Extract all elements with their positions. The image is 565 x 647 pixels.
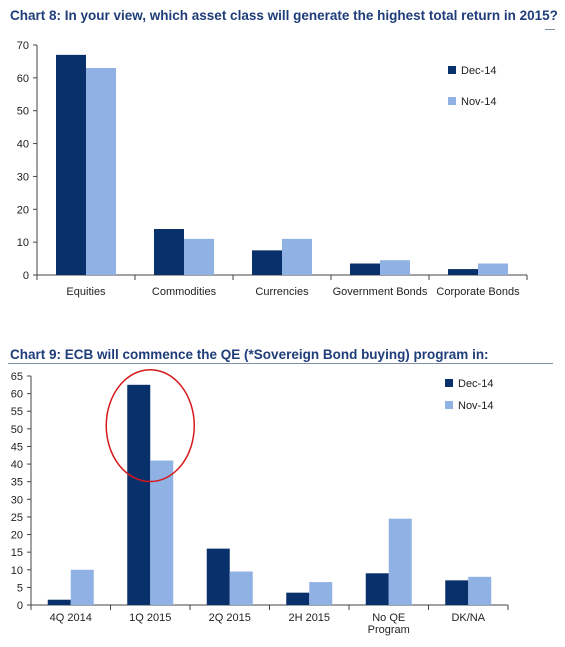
bar-dec-14 <box>206 548 230 605</box>
bar-dec-14 <box>448 269 478 275</box>
bar-nov-14 <box>282 238 312 275</box>
title-rule <box>545 29 555 30</box>
bar-nov-14 <box>86 68 116 275</box>
bar-nov-14 <box>478 263 508 275</box>
legend-swatch <box>448 66 456 74</box>
y-tick-label: 30 <box>17 171 29 183</box>
y-tick-label: 15 <box>11 547 23 559</box>
y-tick-label: 50 <box>17 106 29 118</box>
y-tick-label: 20 <box>17 204 29 216</box>
legend-label: Dec-14 <box>461 65 496 77</box>
legend-swatch <box>445 379 453 387</box>
x-tick-label: Corporate Bonds <box>436 286 520 298</box>
bar-dec-14 <box>252 250 282 275</box>
bar-nov-14 <box>150 460 174 605</box>
x-tick-label: 2Q 2015 <box>209 612 251 624</box>
y-tick-label: 0 <box>17 600 23 612</box>
y-tick-label: 10 <box>11 565 23 577</box>
legend-label: Nov-14 <box>458 400 493 412</box>
bar-nov-14 <box>229 571 253 605</box>
bar-nov-14 <box>309 582 333 605</box>
y-tick-label: 65 <box>11 371 23 383</box>
x-tick-label: 1Q 2015 <box>129 612 171 624</box>
highlight-ellipse <box>105 369 195 483</box>
chart-title: Chart 9: ECB will commence the QE (*Sove… <box>10 347 489 362</box>
y-tick-label: 10 <box>17 237 29 249</box>
bar-dec-14 <box>286 592 310 605</box>
bar-dec-14 <box>445 580 469 605</box>
bar-chart: 0 10 20 30 40 50 60 70 Equities Commodities Curren… <box>17 40 528 298</box>
y-tick-label: 50 <box>11 424 23 436</box>
legend-label: Nov-14 <box>461 96 496 108</box>
bar-dec-14 <box>365 573 389 605</box>
chart-8: Chart 8: In your view, which asset class… <box>0 0 565 320</box>
bar-nov-14 <box>380 260 410 275</box>
x-tick-label: Program <box>368 624 410 636</box>
x-tick-label: 2H 2015 <box>288 612 330 624</box>
y-tick-label: 70 <box>17 40 29 52</box>
bar-dec-14 <box>56 54 86 275</box>
y-tick-label: 60 <box>11 389 23 401</box>
bar-nov-14 <box>70 569 94 605</box>
y-tick-label: 40 <box>17 139 29 151</box>
chart-title: Chart 8: In your view, which asset class… <box>10 8 558 23</box>
x-tick-label: Currencies <box>255 286 309 298</box>
x-tick-label: DK/NA <box>451 612 485 624</box>
bar-dec-14 <box>350 263 380 275</box>
legend-swatch <box>445 401 453 409</box>
x-tick-label: Government Bonds <box>333 286 428 298</box>
bar-nov-14 <box>184 238 214 275</box>
y-tick-label: 45 <box>11 441 23 453</box>
x-tick-label: No QE <box>372 612 405 624</box>
bar-dec-14 <box>154 229 184 275</box>
bar-dec-14 <box>47 599 71 605</box>
x-tick-label: Equities <box>66 286 106 298</box>
chart-9: Chart 9: ECB will commence the QE (*Sove… <box>0 343 565 647</box>
bar-nov-14 <box>468 576 492 605</box>
x-tick-label: Commodities <box>152 286 217 298</box>
legend-label: Dec-14 <box>458 378 493 390</box>
y-tick-label: 0 <box>23 270 29 282</box>
y-tick-label: 30 <box>11 494 23 506</box>
y-tick-label: 40 <box>11 459 23 471</box>
bar-chart: 0 5 10 15 20 25 30 35 40 45 50 55 60 65 4Q 2014 1Q 2015… <box>11 369 509 636</box>
bar-nov-14 <box>388 518 412 605</box>
y-tick-label: 5 <box>17 582 23 594</box>
bar-dec-14 <box>127 384 151 605</box>
y-tick-label: 25 <box>11 512 23 524</box>
legend-swatch <box>448 97 456 105</box>
y-tick-label: 60 <box>17 73 29 85</box>
y-tick-label: 20 <box>11 530 23 542</box>
y-tick-label: 55 <box>11 406 23 418</box>
y-tick-label: 35 <box>11 477 23 489</box>
title-rule <box>8 363 553 364</box>
x-tick-label: 4Q 2014 <box>50 612 92 624</box>
